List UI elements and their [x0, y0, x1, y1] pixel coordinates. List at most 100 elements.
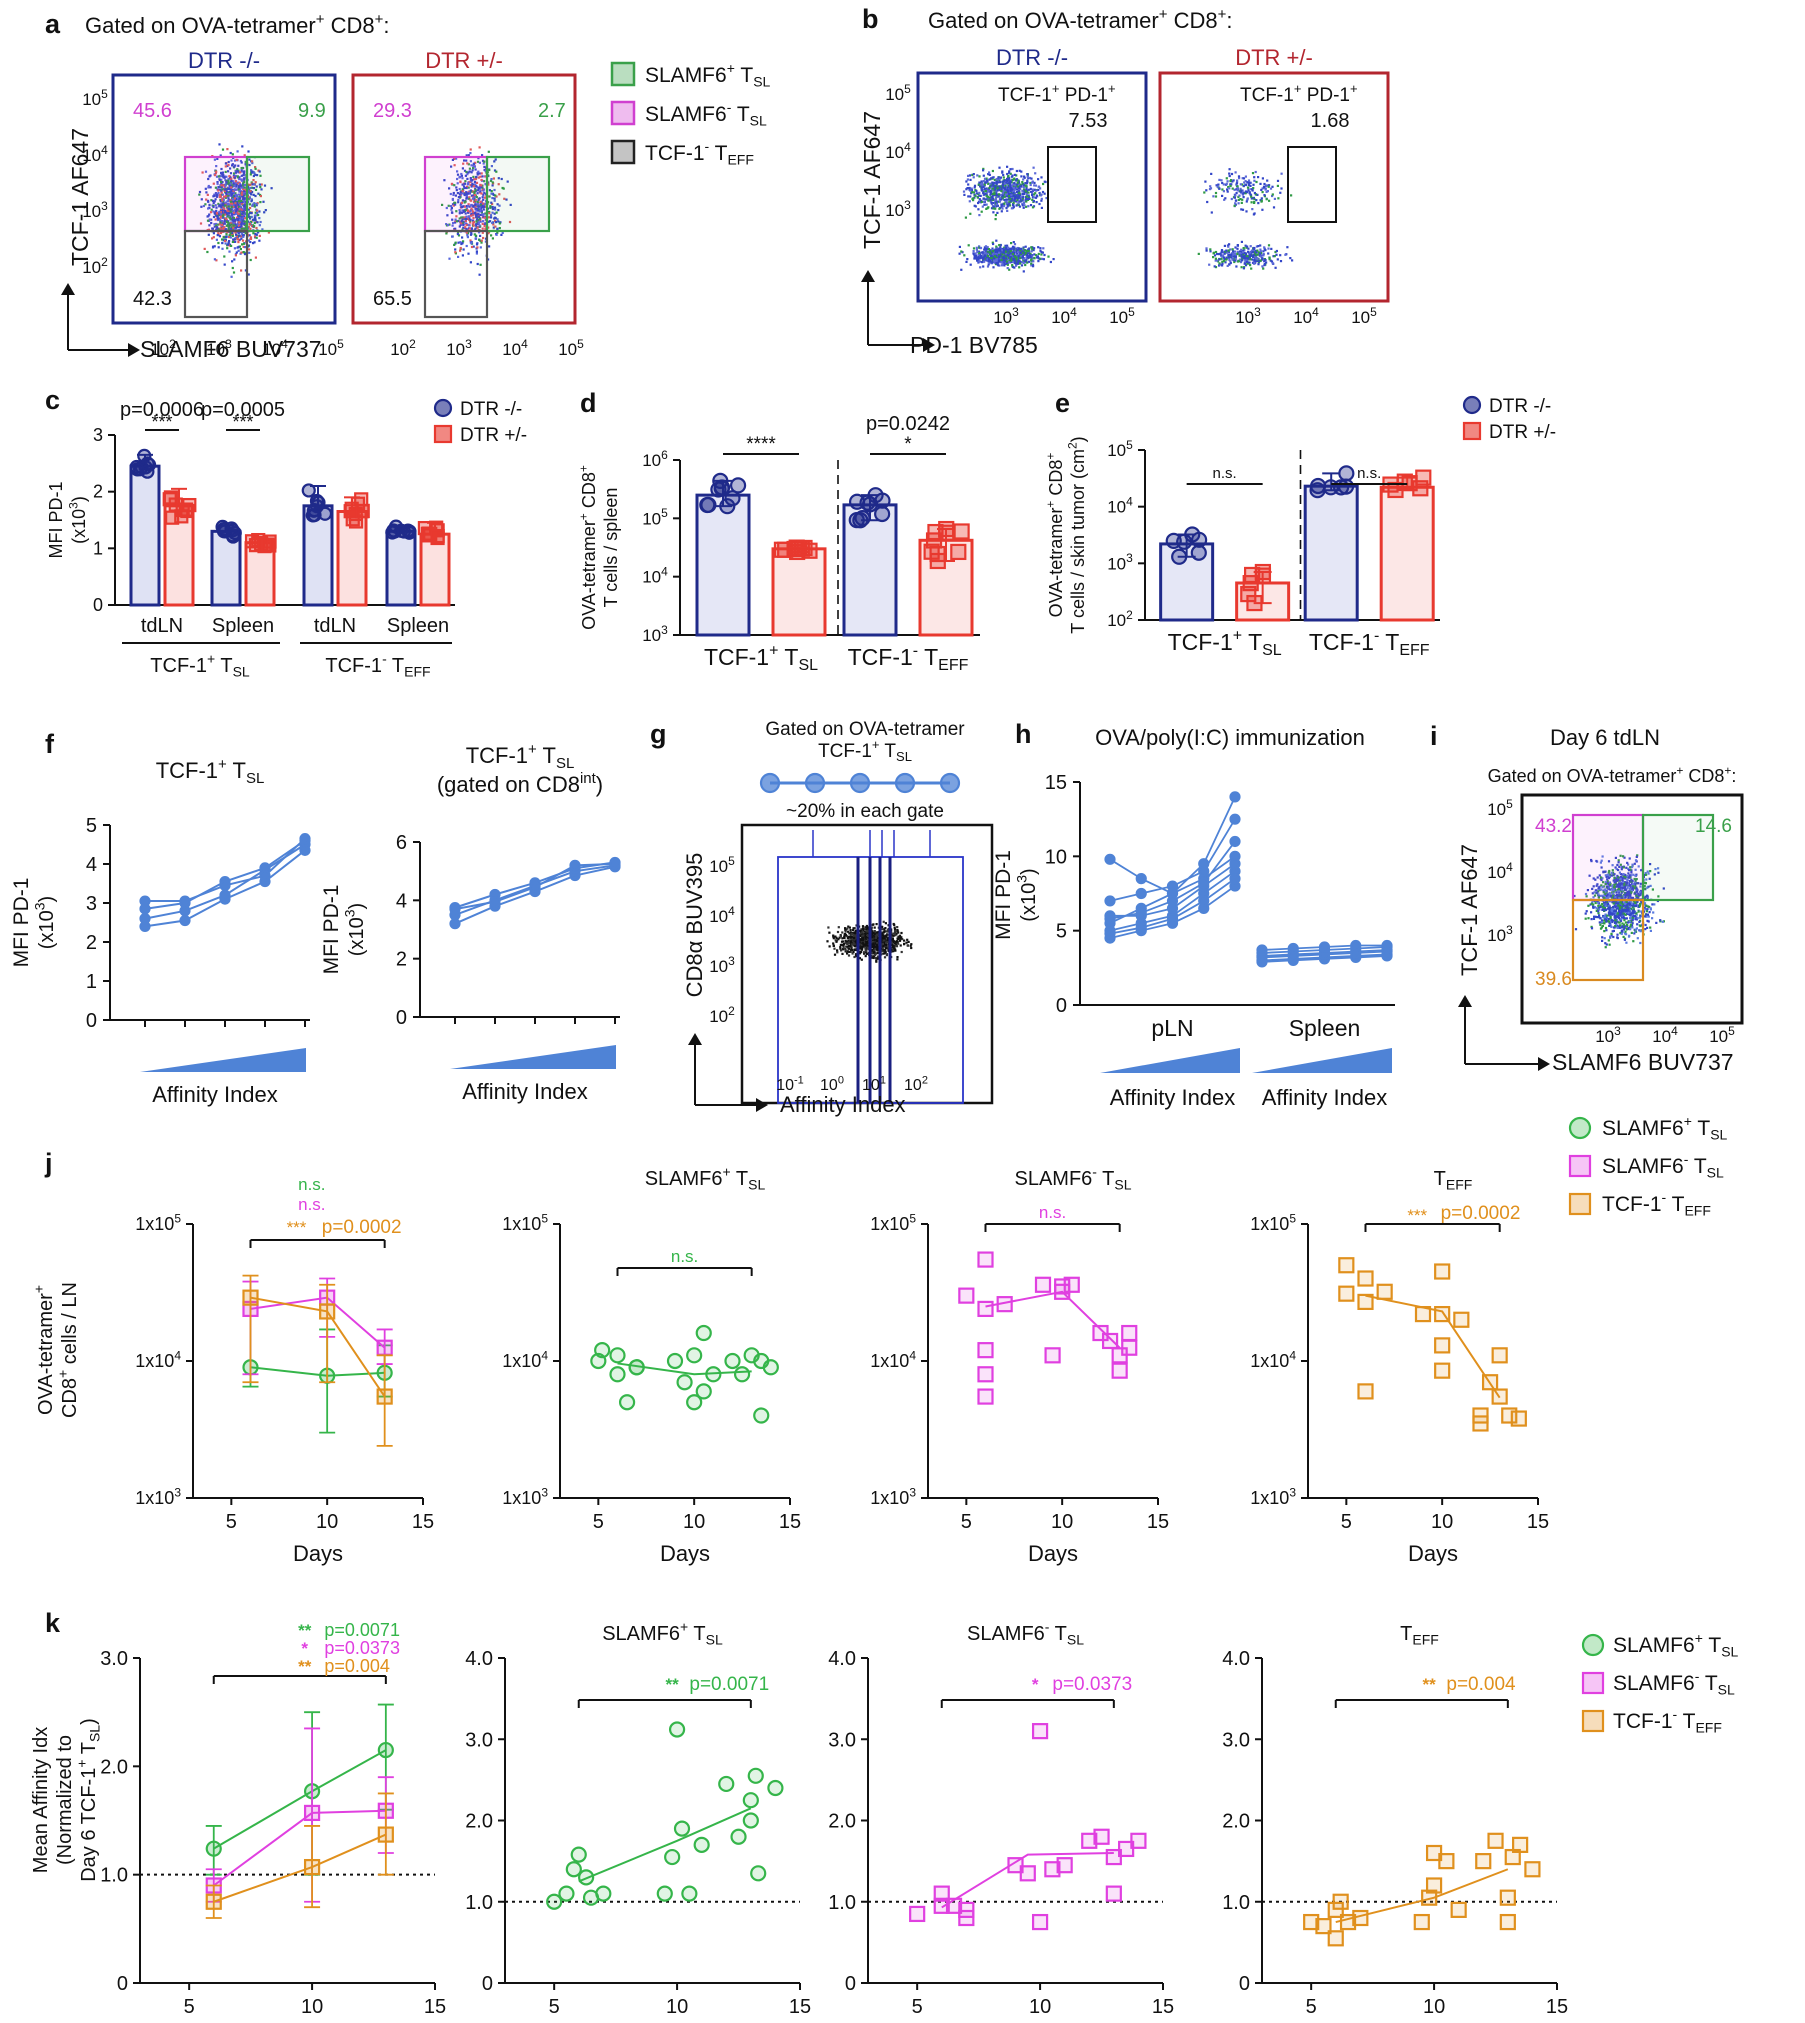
event-dot [980, 199, 983, 202]
event-dot [1015, 179, 1018, 182]
event-dot [1203, 191, 1206, 194]
event-dot [975, 189, 978, 192]
event-dot [896, 926, 899, 929]
event-dot [454, 219, 457, 222]
event-dot [258, 239, 261, 242]
event-dot [1026, 173, 1029, 176]
event-dot [211, 227, 214, 230]
event-dot [1015, 169, 1018, 173]
event-dot [1012, 265, 1015, 269]
event-dot [207, 207, 210, 210]
event-dot [1043, 192, 1046, 195]
event-dot [983, 260, 986, 263]
event-dot [1020, 249, 1023, 252]
event-dot [240, 226, 243, 229]
event-dot [1001, 262, 1004, 265]
event-dot [1246, 198, 1249, 201]
event-dot [982, 174, 985, 177]
event-dot [982, 180, 985, 183]
event-dot [448, 257, 451, 260]
event-dot [217, 212, 220, 215]
event-dot [466, 177, 469, 180]
tick-label: 3 [93, 425, 103, 445]
category-label: TCF-1- TEFF [848, 642, 969, 674]
event-dot [208, 218, 211, 221]
event-dot [1042, 258, 1045, 261]
event-dot [1012, 183, 1015, 186]
event-dot [998, 264, 1001, 267]
gating-title: Gated on OVA-tetramer+ CD8+: [85, 11, 389, 38]
event-dot [227, 221, 230, 224]
event-dot [479, 187, 482, 190]
event-dot [479, 234, 482, 237]
event-dot [1029, 256, 1032, 259]
event-dot [461, 183, 464, 186]
event-dot [491, 197, 494, 200]
event-dot [1008, 260, 1011, 264]
event-dot [1243, 251, 1246, 255]
event-dot [493, 169, 497, 172]
event-dot [481, 184, 484, 187]
event-dot [250, 198, 253, 201]
event-dot [892, 945, 895, 948]
event-dot [456, 170, 459, 173]
event-dot [250, 186, 254, 189]
event-dot [1221, 255, 1224, 258]
event-dot [990, 201, 993, 204]
event-dot [862, 934, 865, 938]
event-dot [1240, 240, 1243, 243]
event-dot [841, 931, 844, 934]
event-dot [471, 169, 474, 172]
event-dot [260, 183, 263, 186]
event-dot [233, 247, 236, 250]
event-dot [988, 249, 991, 252]
event-dot [224, 201, 227, 204]
panel-letter: f [45, 729, 55, 759]
event-dot [473, 198, 476, 201]
tick-label: 103 [1107, 551, 1133, 573]
event-dot [247, 198, 250, 201]
legend-label: SLAMF6+ TSL [645, 60, 771, 89]
event-dot [239, 213, 242, 216]
event-dot [901, 938, 904, 941]
event-dot [1017, 187, 1021, 190]
event-dot [231, 266, 234, 270]
event-dot [441, 203, 444, 206]
event-dot [243, 205, 246, 208]
data-point [430, 529, 445, 544]
event-dot [980, 210, 983, 213]
event-dot [1004, 253, 1008, 256]
event-dot [1241, 251, 1245, 254]
panel-letter: b [862, 4, 879, 34]
event-dot [994, 188, 997, 191]
event-dot [476, 226, 479, 229]
event-dot [1011, 191, 1014, 195]
event-dot [892, 950, 895, 953]
event-dot [844, 941, 847, 944]
event-dot [472, 216, 475, 220]
event-dot [1231, 248, 1234, 251]
event-dot [241, 239, 245, 242]
event-dot [1240, 189, 1243, 192]
event-dot [1047, 255, 1050, 258]
event-dot [842, 947, 845, 950]
event-dot [241, 232, 244, 235]
event-dot [883, 952, 886, 955]
event-dot [980, 251, 983, 254]
event-dot [1003, 246, 1006, 249]
event-dot [462, 185, 466, 188]
event-dot [992, 242, 995, 246]
event-dot [1022, 270, 1025, 273]
event-dot [995, 250, 998, 253]
event-dot [226, 195, 229, 199]
event-dot [216, 218, 220, 222]
event-dot [865, 945, 868, 949]
event-dot [225, 235, 228, 239]
event-dot [1013, 188, 1016, 191]
event-dot [841, 943, 844, 946]
event-dot [206, 250, 209, 254]
event-dot [1022, 259, 1025, 262]
event-dot [255, 185, 258, 188]
event-dot [243, 253, 247, 256]
event-dot [227, 197, 230, 200]
